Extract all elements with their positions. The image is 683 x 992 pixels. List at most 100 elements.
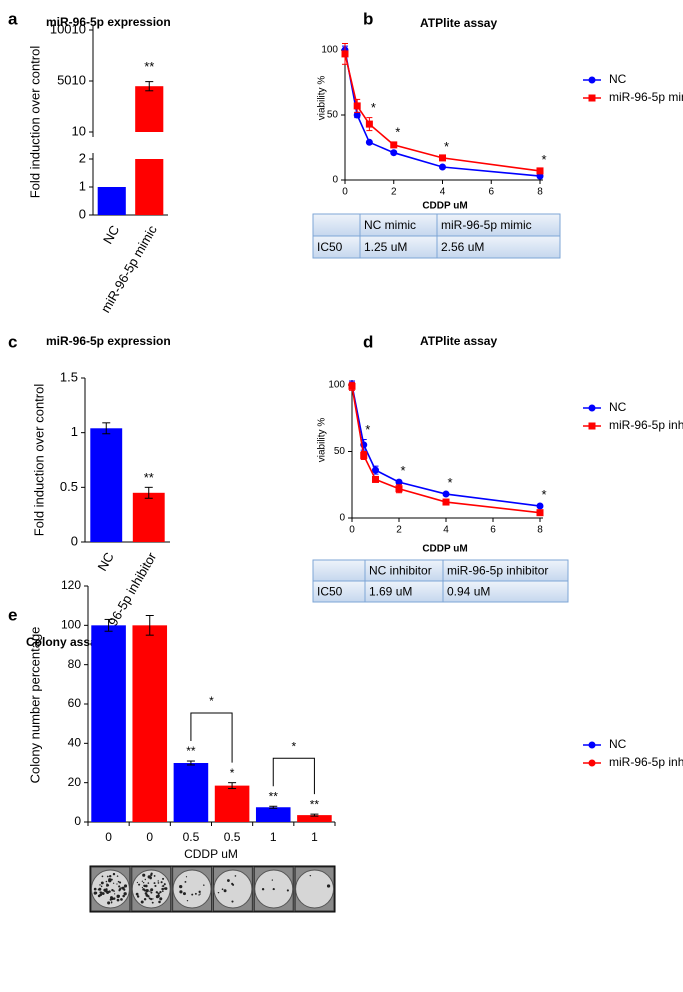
x-tick-label: NC — [94, 550, 116, 574]
significance: * — [541, 152, 546, 167]
plate — [172, 869, 212, 909]
x-tick-label: 0 — [342, 187, 348, 198]
marker — [442, 498, 450, 506]
colony — [286, 889, 289, 892]
significance: * — [541, 487, 546, 502]
legend-marker — [588, 404, 596, 412]
colony — [179, 885, 183, 889]
significance: * — [371, 100, 376, 115]
colony — [152, 898, 154, 900]
colony — [108, 878, 112, 882]
x-tick-label: 6 — [490, 525, 496, 536]
comparison-label: * — [291, 739, 296, 753]
bar — [214, 785, 250, 822]
bar — [90, 428, 123, 542]
colony — [163, 883, 166, 886]
y-tick-label: 100 — [61, 618, 81, 632]
table-header: NC inhibitor — [369, 564, 432, 578]
y-tick-label: 0 — [79, 206, 86, 221]
y-tick-label: 5010 — [57, 72, 86, 87]
colony — [153, 875, 156, 877]
marker — [536, 509, 544, 517]
colony — [93, 891, 97, 895]
colony — [160, 881, 163, 884]
colony — [105, 888, 108, 891]
colony — [151, 901, 154, 904]
colony — [110, 896, 113, 900]
colony — [199, 893, 201, 895]
colony — [149, 890, 151, 892]
plate — [90, 869, 130, 909]
error-bar — [144, 486, 153, 499]
chart-title: miR-96-5p expression — [46, 334, 171, 348]
marker — [395, 478, 403, 486]
colony — [111, 888, 114, 892]
marker — [360, 451, 368, 459]
bar — [173, 763, 209, 822]
significance: * — [395, 125, 400, 140]
marker — [536, 167, 544, 175]
y-tick-label: 120 — [61, 578, 81, 592]
colony — [116, 883, 118, 885]
colony — [117, 880, 120, 883]
significance: * — [400, 463, 405, 478]
error-bar — [310, 813, 319, 817]
error-bar — [145, 81, 154, 92]
y-axis-label: Fold induction over control — [31, 384, 46, 537]
x-tick-label: 2 — [391, 187, 397, 198]
y-axis-label: viability % — [317, 418, 328, 463]
x-tick-label: 0 — [349, 525, 355, 536]
significance: ** — [144, 59, 154, 74]
colony — [120, 898, 123, 901]
comparison-label: * — [209, 694, 214, 708]
marker — [536, 502, 544, 510]
x-axis-label: CDDP uM — [184, 847, 238, 861]
colony — [98, 887, 102, 891]
significance: ** — [310, 797, 320, 811]
significance: ** — [144, 470, 154, 485]
bar — [97, 187, 126, 215]
colony — [143, 884, 146, 888]
colony — [145, 888, 149, 893]
colony — [93, 887, 97, 891]
series-line — [344, 53, 541, 172]
colony — [234, 875, 237, 877]
marker — [439, 163, 446, 171]
colony — [162, 885, 165, 887]
colony — [105, 880, 108, 883]
colony — [217, 891, 220, 894]
colony — [203, 884, 205, 886]
y-tick-label: 10010 — [50, 21, 86, 36]
chart-title: ATPlite assay — [420, 16, 497, 30]
colony — [159, 890, 162, 894]
marker — [348, 382, 356, 390]
colony — [182, 892, 186, 896]
bar — [132, 492, 165, 542]
colony — [100, 891, 103, 894]
table-cell — [312, 213, 361, 237]
error-bar — [145, 615, 154, 636]
colony — [198, 890, 201, 893]
colony — [179, 890, 183, 894]
y-axis-label: viability % — [317, 76, 328, 121]
marker — [442, 490, 450, 498]
colony — [112, 872, 116, 876]
x-tick-label: 8 — [537, 187, 543, 198]
x-axis-label: CDDP uM — [422, 544, 467, 555]
legend-marker — [588, 422, 596, 430]
colony — [147, 882, 150, 884]
table-cell-text: 1.69 uM — [369, 585, 412, 599]
colony — [158, 900, 161, 904]
colony — [119, 881, 122, 884]
marker — [390, 141, 398, 149]
colony — [163, 888, 165, 891]
colony — [106, 875, 109, 878]
panel-letter: e — [8, 605, 17, 624]
legend-marker — [588, 76, 596, 84]
colony — [144, 878, 146, 881]
x-tick-label: 0 — [146, 830, 153, 844]
bar — [297, 815, 332, 822]
x-tick-label: 0 — [105, 830, 112, 844]
